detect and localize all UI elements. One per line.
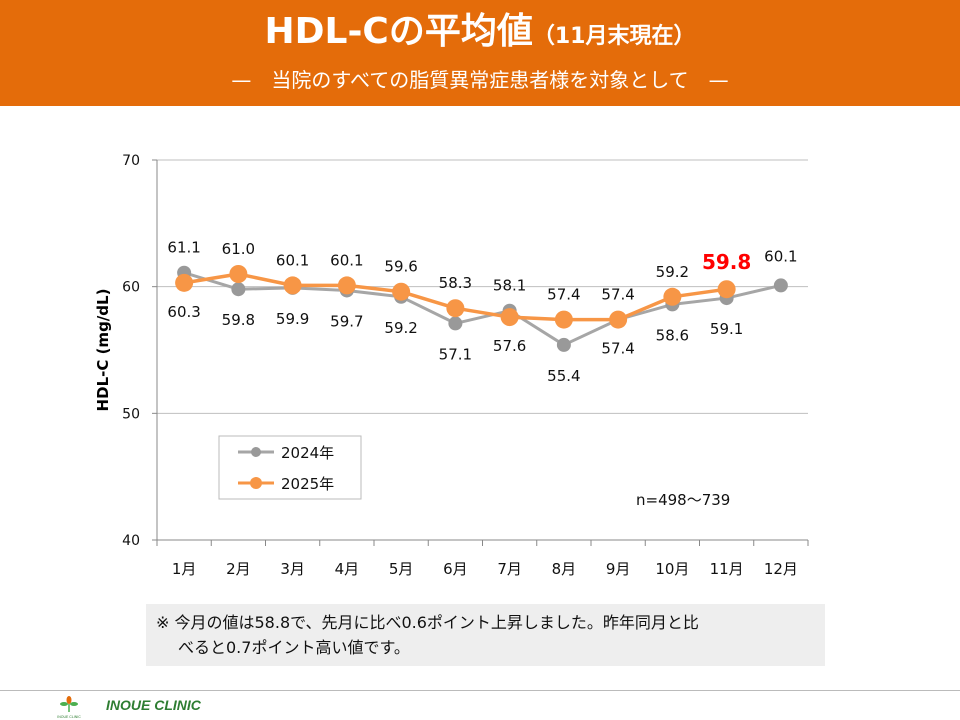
- series-line-2024: [183, 271, 782, 347]
- series: [175, 265, 788, 352]
- x-tick-label: 9月: [606, 560, 631, 578]
- data-label-2025-latest: 59.8: [702, 250, 751, 274]
- clinic-logo-icon: INOUE CLINIC: [57, 696, 81, 719]
- data-point-2025: [229, 265, 248, 283]
- legend-label-2024: 2024年: [281, 444, 334, 462]
- data-label-2024: 60.1: [764, 247, 797, 265]
- data-label-2025: 57.4: [547, 286, 580, 304]
- page-subtitle: — 当院のすべての脂質異常症患者様を対象として —: [231, 68, 729, 92]
- y-tick-label: 60: [122, 280, 140, 296]
- title-date-note: （11月末現在）: [532, 24, 696, 49]
- x-tick-label: 11月: [710, 560, 744, 578]
- data-label-2025: 58.3: [439, 274, 472, 292]
- x-tick-label: 7月: [497, 560, 522, 578]
- clinic-name: INOUE CLINIC: [106, 697, 201, 713]
- data-point-2025: [500, 308, 519, 327]
- axes: 40 50 60 70 1月 2月 3月 4月 5月 6月 7月 8月 9月 10月 11月 12月: [122, 153, 809, 578]
- data-point-2025: [283, 276, 302, 295]
- data-label-2025: 57.4: [601, 340, 634, 358]
- commentary-line-1: ※ 今月の値は58.8で、先月に比べ0.6ポイント上昇しました。昨年同月と比: [156, 613, 699, 632]
- data-point-2025: [175, 273, 194, 292]
- data-label-2024: 61.1: [167, 239, 200, 257]
- data-label-2025: 61.0: [222, 240, 255, 258]
- page-title: HDL-Cの平均値（11月末現在）: [0, 10, 960, 59]
- title-main: HDL-Cの平均値: [264, 11, 533, 52]
- legend-marker-2025: [250, 477, 262, 489]
- legend-marker-2024: [251, 447, 261, 457]
- data-label-2025: 59.6: [384, 258, 417, 276]
- data-point-2024: [773, 278, 788, 293]
- grid-lines: [157, 159, 808, 414]
- legend-label-2025: 2025年: [281, 475, 334, 493]
- hdl-line-chart: 40 50 60 70 1月 2月 3月 4月 5月 6月 7月 8月 9月 10月 11月 12月 61.1…: [94, 153, 809, 578]
- data-point-2024: [448, 316, 463, 331]
- data-label-2025: 60.1: [330, 251, 363, 269]
- data-label-2025: 57.6: [493, 337, 526, 355]
- data-labels: 61.1 60.3 59.8 61.0 59.9 60.1 59.7 60.1 59.2 59.6…: [167, 239, 797, 385]
- legend: 2024年 2025年: [218, 435, 362, 500]
- sample-size-annotation: n=498〜739: [636, 491, 730, 509]
- commentary-line-2: べると0.7ポイント高い値です。: [178, 638, 410, 657]
- y-tick-label: 70: [122, 153, 140, 169]
- data-label-2024: 57.1: [439, 345, 472, 363]
- data-label-2025: 59.2: [656, 263, 689, 281]
- data-label-2024: 55.4: [547, 367, 580, 385]
- x-tick-label: 4月: [335, 560, 360, 578]
- x-tick-label: 3月: [280, 560, 305, 578]
- x-tick-label: 6月: [443, 560, 468, 578]
- data-point-2025: [609, 310, 628, 329]
- x-tick-label: 2月: [226, 560, 251, 578]
- data-point-2025: [717, 280, 736, 299]
- y-tick-label: 50: [122, 406, 140, 422]
- data-label-2024: 58.1: [493, 277, 526, 295]
- data-point-2025: [446, 299, 465, 318]
- x-tick-label: 5月: [389, 560, 414, 578]
- data-point-2025: [392, 282, 411, 301]
- x-tick-label: 10月: [655, 560, 689, 578]
- data-point-2025: [554, 310, 573, 329]
- data-label-2024: 59.1: [710, 320, 743, 338]
- title-banner: HDL-Cの平均値（11月末現在） — 当院のすべての脂質異常症患者様を対象とし…: [0, 0, 960, 106]
- data-label-2024: 59.8: [222, 311, 255, 329]
- data-label-2024: 59.9: [276, 310, 309, 328]
- data-label-2024: 58.6: [656, 326, 689, 344]
- data-label-2024: 59.2: [384, 319, 417, 337]
- x-tick-label: 1月: [172, 560, 197, 578]
- data-label-2025: 60.3: [167, 303, 200, 321]
- data-label-2025: 60.1: [276, 251, 309, 269]
- footer-divider: [0, 690, 960, 691]
- logo-text: INOUE CLINIC: [57, 715, 81, 719]
- data-point-2024: [231, 282, 246, 297]
- y-tick-label: 40: [122, 533, 140, 549]
- data-point-2025: [337, 276, 356, 295]
- commentary-box: ※ 今月の値は58.8で、先月に比べ0.6ポイント上昇しました。昨年同月と比 べ…: [146, 604, 825, 666]
- x-tick-label: 8月: [552, 560, 577, 578]
- data-label-2024: 57.4: [601, 286, 634, 304]
- data-point-2025: [663, 287, 682, 306]
- data-label-2024: 59.7: [330, 312, 363, 330]
- x-tick-label: 12月: [764, 560, 798, 578]
- data-point-2024: [556, 337, 571, 352]
- legend-box: [218, 435, 362, 500]
- y-axis-label: HDL-C (mg/dL): [94, 289, 112, 412]
